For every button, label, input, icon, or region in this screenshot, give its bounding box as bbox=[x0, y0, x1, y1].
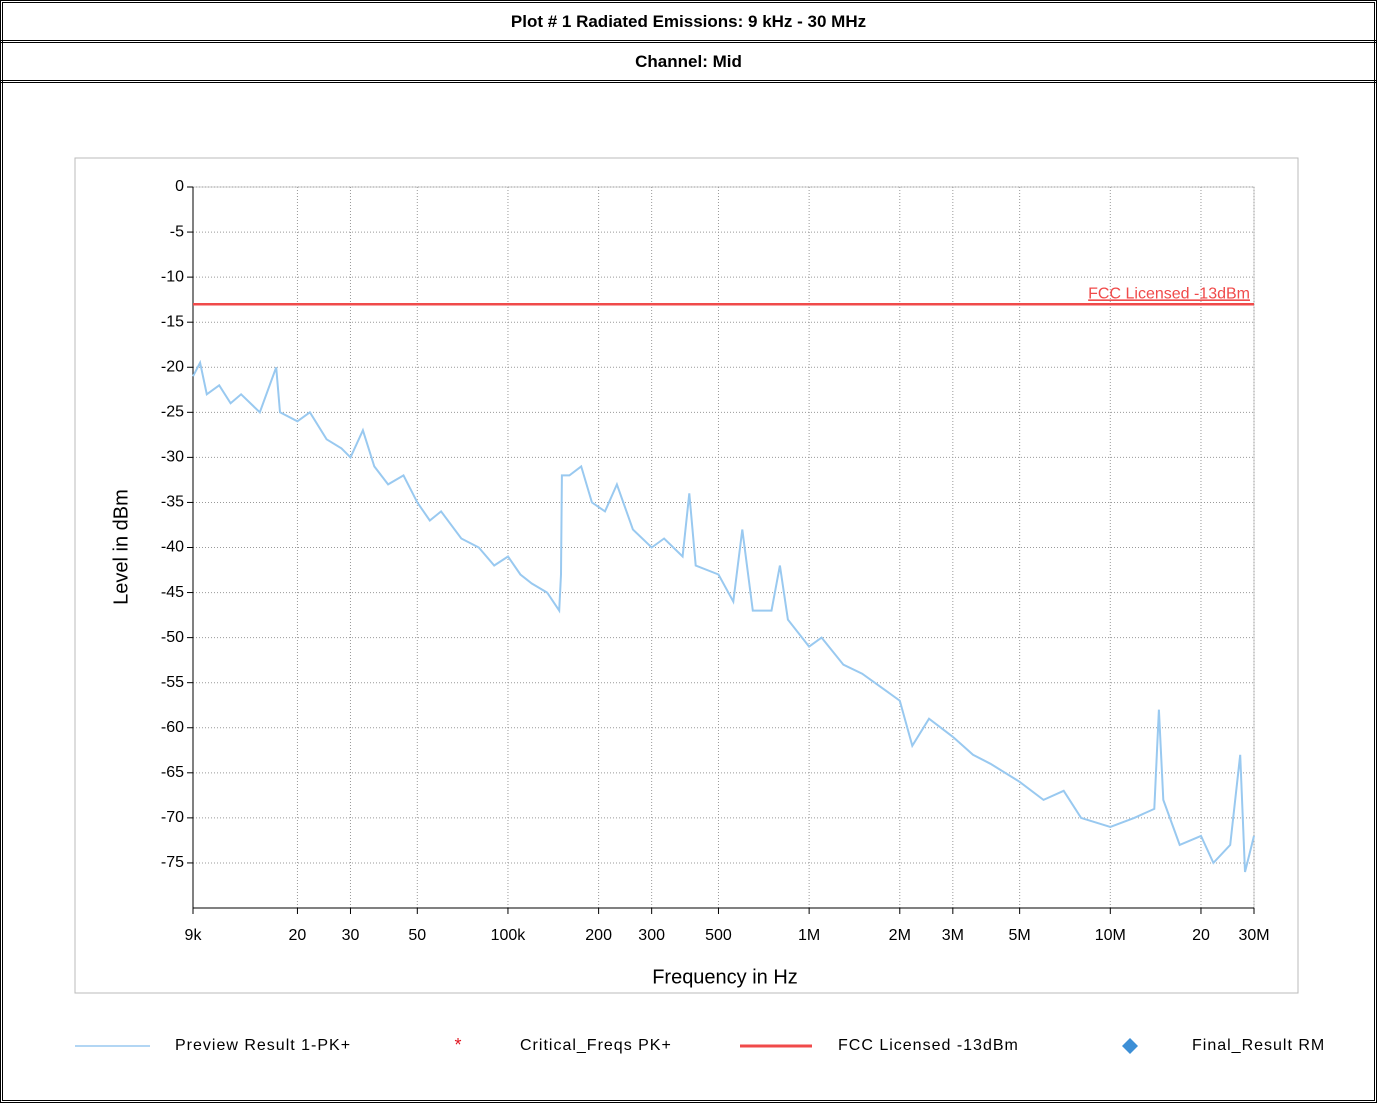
y-axis-label: Level in dBm bbox=[110, 489, 132, 605]
x-tick-label: 20 bbox=[289, 927, 307, 944]
y-tick-label: -30 bbox=[161, 449, 184, 466]
y-tick-label: -5 bbox=[170, 223, 184, 240]
plot-area bbox=[192, 186, 1255, 909]
y-tick-label: -75 bbox=[161, 854, 184, 871]
x-tick-label: 50 bbox=[408, 927, 426, 944]
x-tick-label: 2M bbox=[889, 927, 911, 944]
x-tick-label: 5M bbox=[1009, 927, 1031, 944]
y-tick-label: -25 bbox=[161, 404, 184, 421]
legend-label: Critical_Freqs PK+ bbox=[520, 1037, 672, 1054]
x-tick-label: 9k bbox=[185, 927, 203, 944]
limit-label: FCC Licensed -13dBm bbox=[1088, 285, 1250, 302]
x-tick-label: 200 bbox=[585, 927, 612, 944]
x-tick-label: 3M bbox=[942, 927, 964, 944]
series-line bbox=[192, 359, 1255, 873]
y-tick-label: -45 bbox=[161, 584, 184, 601]
y-tick-label: 0 bbox=[175, 178, 184, 195]
x-tick-label: 20 bbox=[1192, 927, 1210, 944]
x-tick-label: 30M bbox=[1238, 927, 1269, 944]
x-tick-label: 300 bbox=[638, 927, 665, 944]
subtitle: Channel: Mid bbox=[635, 52, 742, 71]
divider bbox=[0, 80, 1377, 83]
title: Plot # 1 Radiated Emissions: 9 kHz - 30 … bbox=[510, 12, 867, 31]
y-tick-label: -55 bbox=[161, 674, 184, 691]
divider bbox=[0, 40, 1377, 43]
legend-label: FCC Licensed -13dBm bbox=[838, 1037, 1019, 1054]
y-tick-label: -10 bbox=[161, 268, 184, 285]
y-tick-label: -35 bbox=[161, 494, 184, 511]
legend-label: Final_Result RM bbox=[1192, 1037, 1325, 1054]
y-tick-label: -70 bbox=[161, 809, 184, 826]
legend-marker: * bbox=[454, 1035, 461, 1055]
chart-panel bbox=[74, 157, 1299, 994]
x-tick-label: 1M bbox=[798, 927, 820, 944]
y-tick-label: -50 bbox=[161, 629, 184, 646]
y-tick-label: -60 bbox=[161, 719, 184, 736]
legend-marker bbox=[1122, 1038, 1138, 1054]
x-tick-label: 100k bbox=[491, 927, 527, 944]
x-tick-label: 500 bbox=[705, 927, 732, 944]
y-tick-label: -20 bbox=[161, 358, 184, 375]
x-axis-label: Frequency in Hz bbox=[652, 966, 798, 988]
y-tick-label: -65 bbox=[161, 764, 184, 781]
y-tick-label: -40 bbox=[161, 539, 184, 556]
legend-label: Preview Result 1-PK+ bbox=[175, 1037, 351, 1054]
x-tick-label: 30 bbox=[342, 927, 360, 944]
x-tick-label: 10M bbox=[1095, 927, 1126, 944]
y-tick-label: -15 bbox=[161, 313, 184, 330]
